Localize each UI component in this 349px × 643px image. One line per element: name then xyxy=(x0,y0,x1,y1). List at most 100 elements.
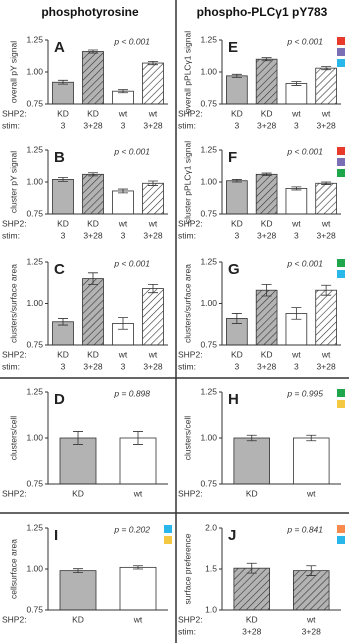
p-value: p = 0.202 xyxy=(113,524,150,534)
row-label: stim: xyxy=(2,120,20,130)
x-tick-label: KD xyxy=(231,218,243,228)
bar-hatch xyxy=(315,183,337,214)
x-tick-label: 3 xyxy=(121,120,126,130)
bar-hatch xyxy=(82,278,104,345)
bar-hatch xyxy=(315,290,337,345)
y-tick-label: 0.75 xyxy=(26,339,43,349)
x-tick-label: wt xyxy=(148,108,158,118)
ylabel: clusters/surface area xyxy=(8,264,18,343)
y-tick-label: 0.75 xyxy=(26,478,43,488)
x-tick-label: KD xyxy=(231,108,243,118)
bar-hatch xyxy=(142,63,164,104)
bar-hatch xyxy=(82,51,104,104)
ylabel: overall pPLCγ1 signal xyxy=(182,31,192,113)
y-tick-label: 1.25 xyxy=(26,386,43,396)
x-tick-label: wt xyxy=(321,108,331,118)
error-bar xyxy=(261,172,272,176)
bar-hatch xyxy=(82,174,104,214)
error-bar xyxy=(58,177,68,182)
axes xyxy=(47,392,168,485)
x-tick-label: 3+28 xyxy=(143,361,162,371)
marker xyxy=(337,389,345,397)
x-tick-label: 3 xyxy=(61,230,66,240)
p-value: p < 0.001 xyxy=(286,36,323,46)
x-tick-label: 3+28 xyxy=(302,626,321,636)
bar-hatch xyxy=(142,288,164,345)
y-tick-label: 0.75 xyxy=(26,98,43,108)
y-tick-label: 1.5 xyxy=(205,563,217,573)
y-tick-label: 1.00 xyxy=(26,176,43,186)
y-tick-label: 0.75 xyxy=(200,339,217,349)
x-tick-label: 3+28 xyxy=(83,230,102,240)
axes xyxy=(221,392,341,485)
panel-label: B xyxy=(54,149,65,166)
marker xyxy=(337,37,345,45)
y-tick-label: 1.25 xyxy=(26,144,43,154)
error-bar xyxy=(246,434,257,442)
x-tick-label: 3 xyxy=(235,230,240,240)
row-label: SHP2: xyxy=(178,614,203,624)
bar xyxy=(285,83,308,105)
row-label: SHP2: xyxy=(178,108,203,118)
x-tick-label: 3+28 xyxy=(242,626,261,636)
y-tick-label: 1.00 xyxy=(200,176,217,186)
error-bar xyxy=(321,181,332,185)
y-tick-label: 1.00 xyxy=(26,298,43,308)
error-bar xyxy=(73,568,83,574)
y-tick-label: 1.00 xyxy=(200,66,217,76)
column-title: phosphotyrosine xyxy=(41,5,139,19)
marker xyxy=(337,259,345,267)
y-tick-label: 0.75 xyxy=(200,98,217,108)
ylabel: overall pY signal xyxy=(8,41,18,103)
error-bar xyxy=(231,179,242,183)
x-tick-label: KD xyxy=(231,349,243,359)
y-tick-label: 2.0 xyxy=(205,522,217,532)
x-tick-label: 3+28 xyxy=(257,120,276,130)
marker xyxy=(337,169,345,177)
error-bar xyxy=(58,318,68,326)
bar-hatch xyxy=(256,174,278,214)
bar xyxy=(112,190,134,215)
y-tick-label: 1.25 xyxy=(200,144,217,154)
p-value: p < 0.001 xyxy=(113,258,150,268)
error-bar xyxy=(306,565,317,576)
y-tick-label: 0.75 xyxy=(200,478,217,488)
x-tick-label: wt xyxy=(118,108,128,118)
x-tick-label: 3 xyxy=(121,361,126,371)
y-tick-label: 0.75 xyxy=(200,208,217,218)
column-title: phospho-PLCγ1 pY783 xyxy=(197,5,328,19)
marker xyxy=(337,525,345,533)
x-tick-label: 3+28 xyxy=(143,120,162,130)
panel-label: D xyxy=(54,391,65,408)
x-tick-label: KD xyxy=(87,218,99,228)
x-tick-label: wt xyxy=(291,218,301,228)
x-tick-label: KD xyxy=(246,614,258,624)
x-tick-label: KD xyxy=(72,614,84,624)
bar-hatch xyxy=(142,183,164,214)
marker xyxy=(164,525,172,533)
x-tick-label: wt xyxy=(133,614,143,624)
panel-label: J xyxy=(228,527,236,544)
x-tick-label: 3+28 xyxy=(317,361,336,371)
x-tick-label: 3 xyxy=(294,361,299,371)
ylabel: cellsurface area xyxy=(8,539,18,599)
panel-label: C xyxy=(54,261,65,278)
row-label: SHP2: xyxy=(178,349,203,359)
error-bar xyxy=(118,188,128,194)
ylabel: clusters/surface area xyxy=(182,264,192,343)
row-label: stim: xyxy=(178,120,196,130)
y-tick-label: 0.75 xyxy=(26,604,43,614)
bar xyxy=(226,180,248,215)
bar-hatch xyxy=(315,68,337,104)
x-tick-label: wt xyxy=(148,349,158,359)
error-bar xyxy=(148,60,158,66)
bar xyxy=(119,566,157,611)
bar xyxy=(226,75,248,105)
bar xyxy=(59,570,97,611)
error-bar xyxy=(261,57,272,62)
error-bar xyxy=(118,89,128,94)
error-bar xyxy=(291,81,302,86)
error-bar xyxy=(321,66,332,71)
y-tick-label: 1.25 xyxy=(26,256,43,266)
